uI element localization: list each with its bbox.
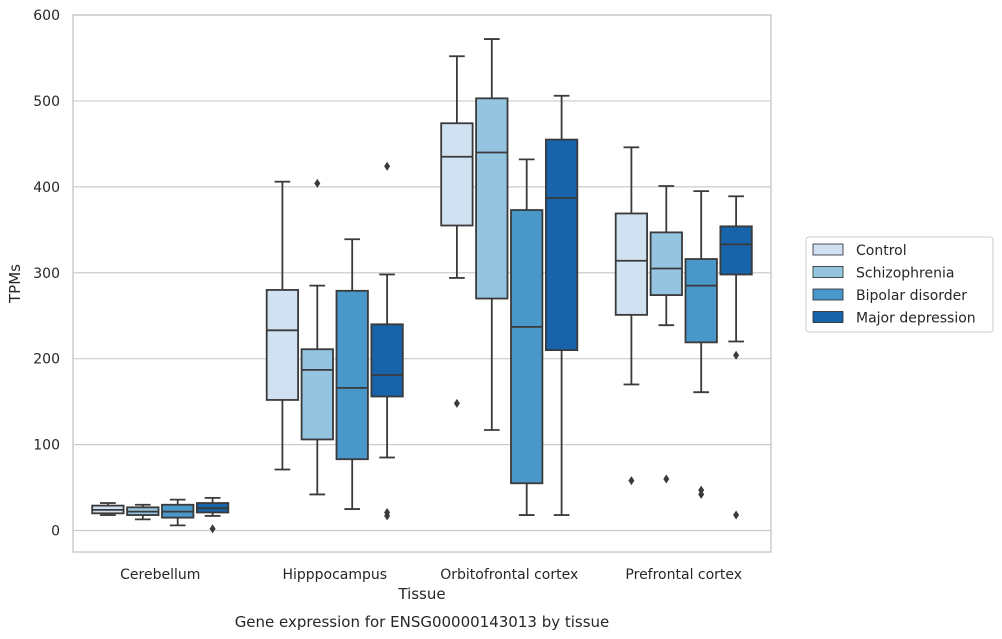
legend-label: Major depression	[856, 311, 976, 327]
box-body	[335, 289, 369, 461]
legend-swatch	[812, 311, 844, 323]
box-body	[684, 258, 718, 344]
outlier-point	[384, 161, 391, 171]
outlier-point	[384, 507, 391, 517]
y-tick-label: 100	[33, 438, 60, 454]
y-tick-label: 600	[33, 8, 60, 24]
outlier-point	[209, 524, 216, 534]
y-tick-label: 500	[33, 94, 60, 110]
box-bipolar-disorder	[510, 158, 544, 516]
box-body	[440, 122, 474, 227]
box-control	[440, 55, 474, 408]
box-schizophrenia	[649, 185, 683, 484]
box-body	[719, 225, 753, 276]
box-body	[370, 323, 404, 398]
x-tick-label: Orbitofrontal cortex	[440, 567, 578, 583]
legend-swatch	[812, 266, 844, 278]
outlier-point	[663, 474, 670, 484]
box-schizophrenia	[475, 38, 509, 431]
box-body	[649, 231, 683, 296]
box-bipolar-disorder	[335, 238, 369, 510]
box-major-depression	[195, 496, 230, 534]
box-control	[614, 146, 649, 486]
outlier-point	[628, 476, 635, 486]
plot-area	[72, 14, 772, 553]
x-axis-ticks: Cerebellum Hipppocampus Orbitofrontal cort…	[120, 567, 742, 583]
chart-caption: Gene expression for ENSG00000143013 by t…	[235, 613, 610, 631]
outlier-point	[733, 510, 740, 520]
box-major-depression	[719, 195, 753, 520]
box-control	[265, 180, 300, 471]
x-tick-label: Cerebellum	[120, 567, 200, 583]
outlier-point	[733, 350, 740, 360]
outlier-point	[698, 485, 705, 495]
box-schizophrenia	[126, 503, 160, 521]
x-tick-label: Hipppocampus	[282, 567, 387, 583]
y-tick-label: 0	[51, 524, 60, 540]
x-axis-label: Tissue	[397, 585, 445, 603]
box-body	[614, 212, 649, 316]
box-body	[300, 348, 334, 441]
y-axis-label: TPMs	[6, 264, 24, 304]
box-bipolar-disorder	[161, 498, 195, 527]
legend-swatch	[812, 288, 844, 301]
box-schizophrenia	[300, 178, 334, 496]
legend-label: Control	[856, 243, 907, 259]
box-groups	[91, 38, 753, 534]
box-body	[265, 289, 300, 401]
box-major-depression	[370, 161, 404, 521]
legend-swatch	[812, 243, 844, 256]
legend-label: Schizophrenia	[856, 266, 954, 282]
y-tick-label: 400	[33, 180, 60, 196]
box-body	[544, 138, 579, 351]
y-tick-label: 200	[33, 352, 60, 368]
legend-label: Bipolar disorder	[856, 288, 967, 304]
y-tick-label: 300	[33, 266, 60, 282]
y-axis-ticks: 0 100 200 300 400 500 600	[33, 8, 60, 540]
box-body	[475, 97, 509, 300]
outlier-point	[314, 178, 321, 188]
outlier-point	[453, 398, 460, 408]
box-control	[91, 502, 125, 516]
x-tick-label: Prefrontal cortex	[625, 567, 742, 583]
box-bipolar-disorder	[684, 190, 718, 499]
box-body	[510, 209, 544, 485]
legend: Control Schizophrenia Bipolar disorder Majo…	[805, 236, 994, 333]
box-major-depression	[544, 94, 579, 516]
legend-frame	[805, 236, 994, 333]
